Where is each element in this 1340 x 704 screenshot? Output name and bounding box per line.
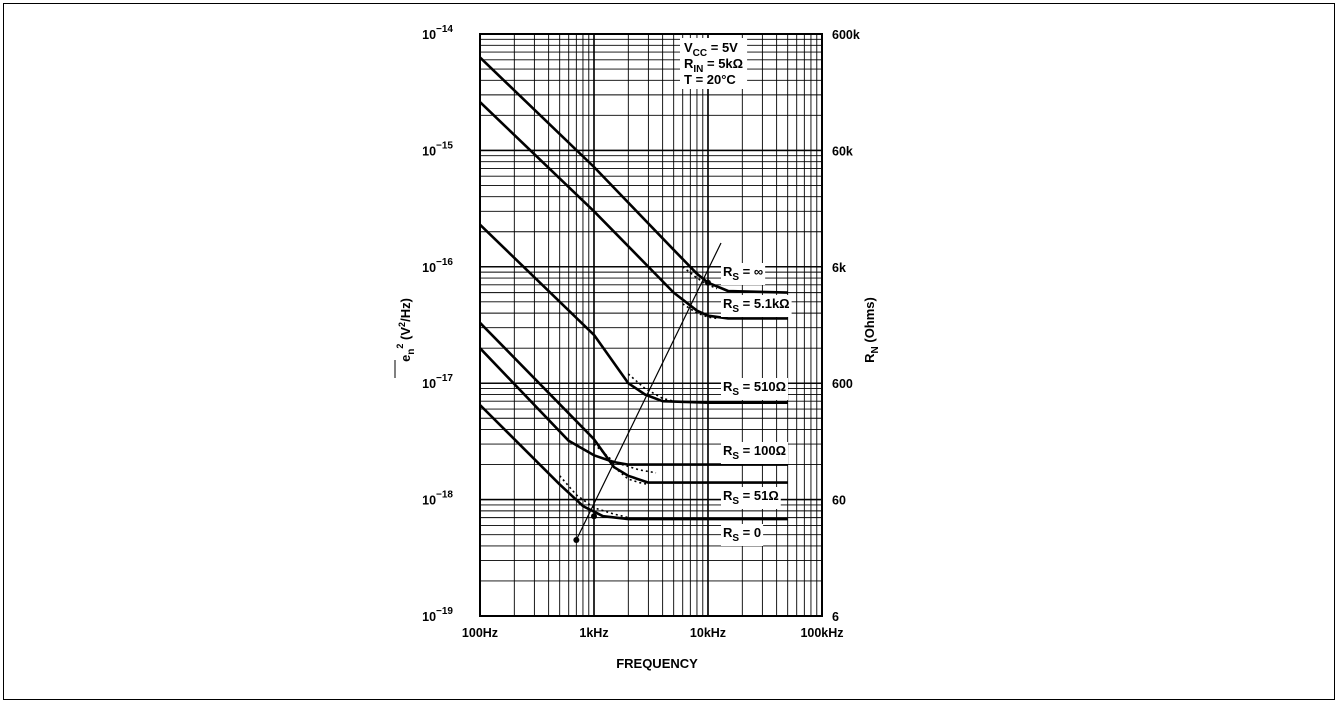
y-tick-label-right: 6: [832, 610, 839, 624]
curves: [479, 56, 788, 543]
series-label-background: [721, 487, 781, 509]
series-label-background: [721, 442, 788, 464]
corner-frequency-line: [575, 242, 722, 541]
figure-frame: [3, 3, 1335, 700]
series-label: RS = 100Ω: [723, 443, 786, 462]
grid: [479, 33, 823, 617]
x-tick-label: 100Hz: [462, 626, 498, 640]
series-line: [479, 404, 788, 521]
condition-text: VCC = 5V: [684, 40, 738, 59]
intersection-marker: [591, 513, 597, 520]
y-tick-label-left: 10−14: [422, 24, 453, 42]
plot-border: [479, 33, 823, 617]
svg-text:RN (Ohms): RN (Ohms): [862, 297, 881, 363]
series-line: [479, 321, 788, 484]
y-tick-label-left: 10−17: [422, 373, 453, 391]
x-tick-label: 1kHz: [579, 626, 608, 640]
left-y-axis-label: en2 (V2/Hz): [394, 298, 417, 378]
series-label: RS = 0: [723, 525, 761, 544]
intersection-marker: [573, 536, 580, 543]
series-label: RS = 510Ω: [723, 379, 786, 398]
x-tick-label: 10kHz: [690, 626, 726, 640]
series-line: [479, 56, 788, 294]
y-tick-label-left: 10−16: [422, 257, 453, 275]
y-tick-label-left: 10−19: [422, 606, 453, 624]
svg-text:en2 (V2/Hz): en2 (V2/Hz): [395, 298, 417, 362]
labels: 100Hz 1kHz 10kHz 100kHz 10−19 10−18 10−17 10−16…: [422, 24, 860, 640]
right-y-axis-label: RN (Ohms): [862, 297, 881, 363]
y-tick-label-right: 6k: [832, 261, 846, 275]
intersection-marker: [705, 279, 711, 286]
series-line: [479, 347, 788, 466]
asymptote-dotted-line: [627, 373, 674, 402]
asymptote-dotted-line: [593, 443, 657, 474]
series-label-background: [721, 378, 788, 400]
series-label-background: [721, 263, 766, 285]
series-label: RS = ∞: [723, 264, 763, 283]
series-label-background: [721, 295, 792, 317]
x-tick-label: 100kHz: [800, 626, 843, 640]
condition-text: T = 20°C: [684, 72, 736, 87]
condition-text: RIN = 5kΩ: [684, 56, 743, 75]
y-tick-label-right: 600: [832, 377, 853, 391]
y-tick-label-right: 60k: [832, 144, 853, 158]
y-tick-label-left: 10−18: [422, 490, 453, 508]
conditions-background: [680, 38, 748, 89]
series-label: RS = 51Ω: [723, 488, 779, 507]
y-tick-label-right: 60: [832, 494, 846, 508]
series-line: [479, 101, 788, 320]
y-tick-label-left: 10−15: [422, 140, 453, 158]
series-label-background: [721, 524, 764, 546]
asymptote-dotted-line: [682, 266, 718, 290]
asymptote-dotted-line: [559, 475, 629, 519]
y-tick-label-right: 600k: [832, 28, 860, 42]
x-axis-label: FREQUENCY: [616, 656, 698, 671]
series-line: [479, 223, 788, 404]
series-label: RS = 5.1kΩ: [723, 296, 790, 315]
